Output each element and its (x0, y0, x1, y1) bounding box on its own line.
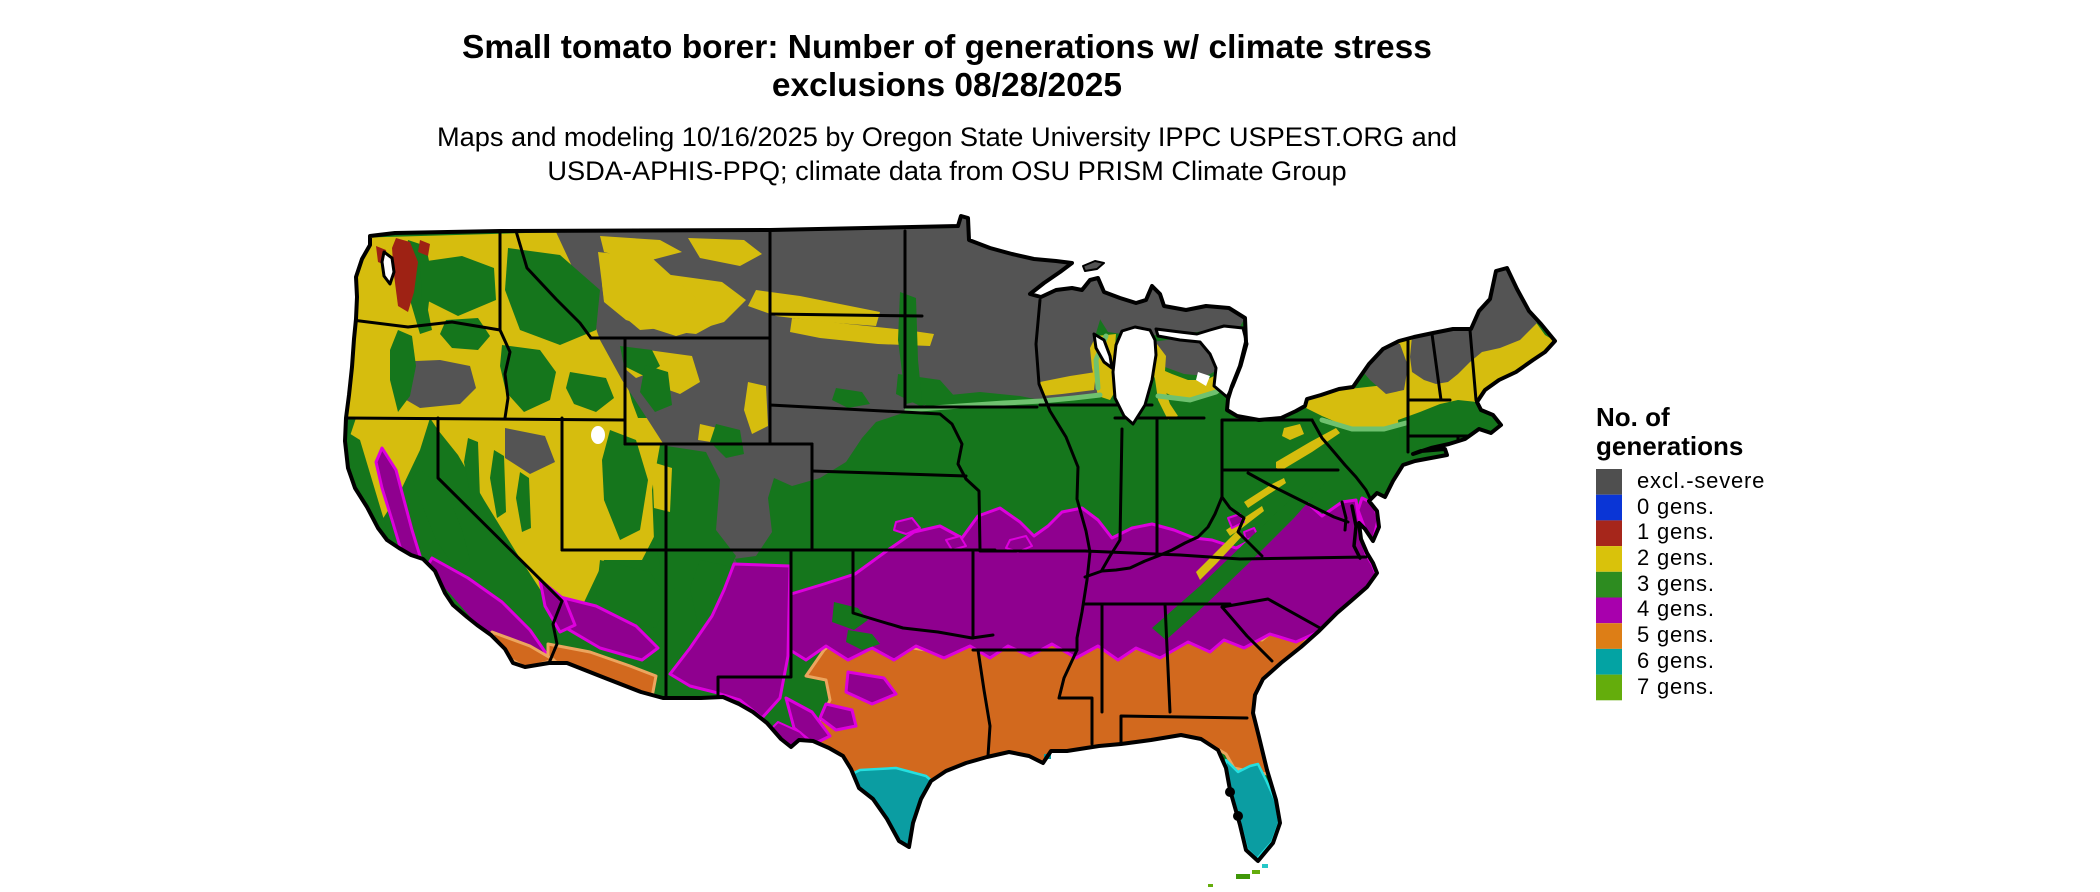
svg-text:6 gens.: 6 gens. (1637, 648, 1715, 673)
svg-text:Maps and modeling 10/16/2025 b: Maps and modeling 10/16/2025 by Oregon S… (437, 121, 1457, 152)
svg-text:No. of: No. of (1596, 402, 1670, 432)
svg-text:Small tomato borer: Number of: Small tomato borer: Number of generation… (462, 29, 1432, 66)
svg-text:excl.-severe: excl.-severe (1637, 468, 1765, 493)
svg-text:5 gens.: 5 gens. (1637, 622, 1715, 647)
svg-text:0 gens.: 0 gens. (1637, 494, 1715, 519)
svg-text:3 gens.: 3 gens. (1637, 571, 1715, 596)
svg-text:generations: generations (1596, 431, 1743, 461)
svg-text:1 gens.: 1 gens. (1637, 519, 1715, 544)
svg-text:7 gens.: 7 gens. (1637, 674, 1715, 699)
svg-text:2 gens.: 2 gens. (1637, 545, 1715, 570)
svg-text:USDA-APHIS-PPQ; climate data f: USDA-APHIS-PPQ; climate data from OSU PR… (547, 155, 1346, 186)
svg-text:4 gens.: 4 gens. (1637, 596, 1715, 621)
svg-text:exclusions 08/28/2025: exclusions 08/28/2025 (772, 67, 1122, 104)
